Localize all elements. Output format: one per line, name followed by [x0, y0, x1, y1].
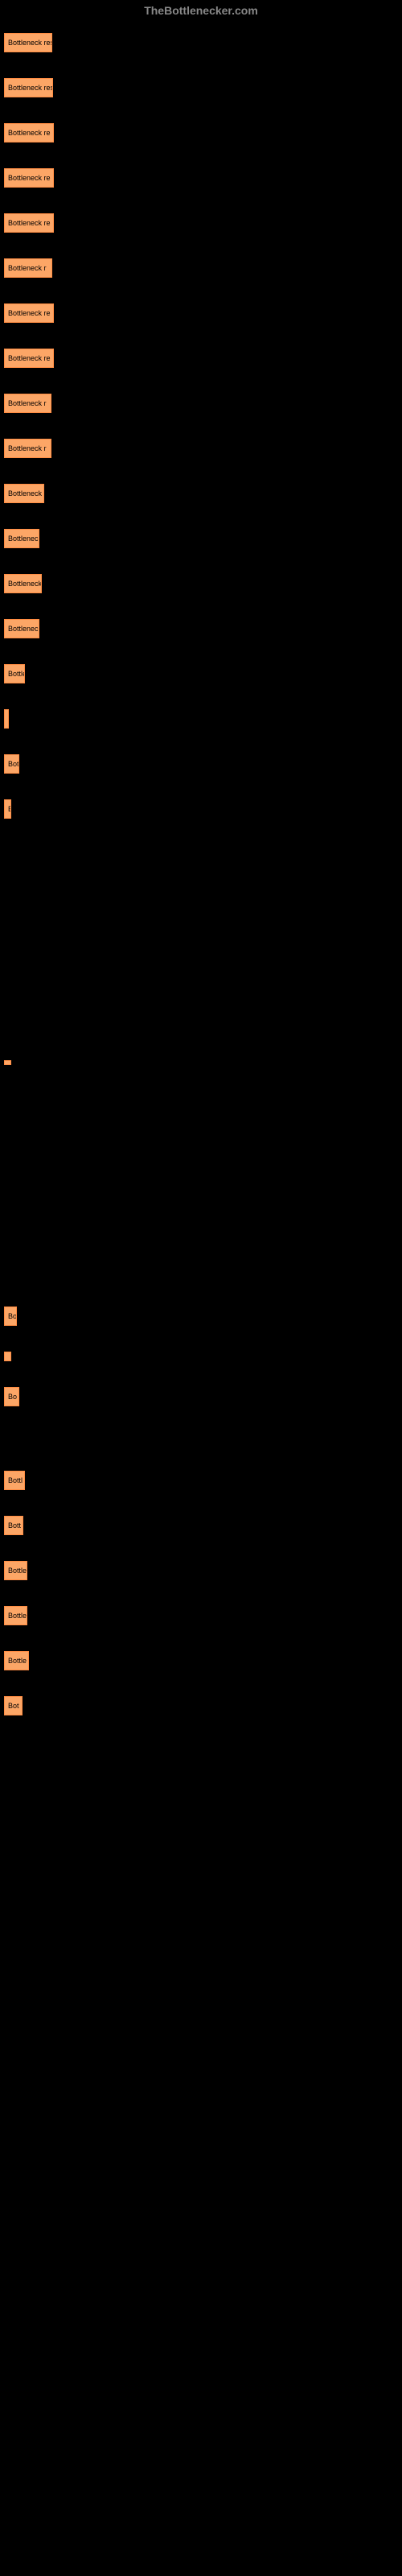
bar-row: Bottle [4, 1561, 398, 1580]
bar-label: Bot [8, 1702, 19, 1710]
chart-bar: Bottleneck re [4, 213, 54, 233]
bar-row: Bot [4, 754, 398, 774]
chart-bar: Bottle [4, 664, 25, 683]
bar-label: B [8, 805, 11, 813]
chart-bar: Bottl [4, 1471, 25, 1490]
bar-label: Bot [8, 760, 19, 768]
bar-row: Bot [4, 1696, 398, 1715]
chart-bar: Bot [4, 1696, 23, 1715]
bar-label: Bottleneck [8, 580, 42, 588]
bar-row: Bottle [4, 1606, 398, 1625]
chart-bar: Bottleneck res [4, 33, 52, 52]
bar-row: Bottleneck re [4, 123, 398, 142]
bar-row: Bottleneck [4, 574, 398, 593]
bar-label: Bottle [8, 1657, 27, 1665]
bar-row: Bottleneck re [4, 168, 398, 188]
chart-bar [4, 709, 9, 729]
chart-bar: Bottlenec [4, 529, 39, 548]
bar-label: Bo [8, 1393, 17, 1401]
bar-label: Bottleneck re [8, 174, 51, 182]
bar-row: Bottlenec [4, 529, 398, 548]
chart-bar: Bottleneck r [4, 394, 51, 413]
bar-label: Bottleneck re [8, 219, 51, 227]
chart-bar: Bottleneck [4, 484, 44, 503]
bar-row: Bott [4, 1516, 398, 1535]
bar-label: Bottlenec [8, 535, 39, 543]
chart-container: Bottleneck res Bottleneck res Bottleneck r… [0, 17, 402, 1757]
bar-row: Bo [4, 1307, 398, 1326]
bar-row: Bottl [4, 1471, 398, 1490]
bar-row: Bottleneck re [4, 213, 398, 233]
chart-bar: Bottleneck re [4, 303, 54, 323]
bar-row: Bottleneck re [4, 349, 398, 368]
chart-bar: Bottleneck res [4, 78, 53, 97]
chart-bar: Bottleneck r [4, 258, 52, 278]
bar-label: Bottleneck r [8, 264, 47, 272]
chart-bar: Bott [4, 1516, 23, 1535]
bar-row [4, 709, 398, 729]
bar-label: Bott [8, 1521, 21, 1530]
bar-row [4, 1060, 398, 1065]
chart-bar: Bo [4, 1387, 19, 1406]
header-text: TheBottlenecker.com [0, 0, 402, 17]
chart-bar: Bottle [4, 1606, 27, 1625]
bar-row: Bottle [4, 1651, 398, 1670]
bar-label: Bo [8, 1312, 17, 1320]
chart-bar [4, 1060, 11, 1065]
bar-row: Bottle [4, 664, 398, 683]
bar-row: B [4, 799, 398, 819]
chart-bar: Bottle [4, 1651, 29, 1670]
chart-bar: Bo [4, 1307, 17, 1326]
bar-row: Bottleneck res [4, 78, 398, 97]
bar-label: Bottle [8, 670, 25, 678]
chart-bar [4, 1352, 11, 1361]
chart-bar: Bottleneck re [4, 168, 54, 188]
bar-row: Bottleneck r [4, 258, 398, 278]
bar-label: Bottleneck re [8, 309, 51, 317]
bar-row: Bottleneck [4, 484, 398, 503]
bar-label: Bottleneck res [8, 39, 52, 47]
bar-label: Bottleneck [8, 489, 42, 497]
bar-row [4, 1352, 398, 1361]
bar-row: Bo [4, 1387, 398, 1406]
chart-bar: B [4, 799, 11, 819]
bar-row: Bottleneck re [4, 303, 398, 323]
chart-bar: Bottleneck re [4, 349, 54, 368]
chart-bar: Bottleneck r [4, 439, 51, 458]
bar-row: Bottleneck r [4, 439, 398, 458]
bar-label: Bottle [8, 1567, 27, 1575]
bar-row: Bottleneck res [4, 33, 398, 52]
bar-label: Bottleneck re [8, 354, 51, 362]
bar-label: Bottlenec [8, 625, 39, 633]
bar-label: Bottleneck r [8, 399, 47, 407]
chart-bar: Bottlenec [4, 619, 39, 638]
bar-label: Bottleneck re [8, 129, 51, 137]
bar-row: Bottleneck r [4, 394, 398, 413]
bar-row: Bottlenec [4, 619, 398, 638]
chart-bar: Bottle [4, 1561, 27, 1580]
bar-label: Bottle [8, 1612, 27, 1620]
chart-bar: Bot [4, 754, 19, 774]
chart-bar: Bottleneck re [4, 123, 54, 142]
bar-label: Bottleneck r [8, 444, 47, 452]
bar-label: Bottleneck res [8, 84, 53, 92]
bar-label: Bottl [8, 1476, 23, 1484]
chart-bar: Bottleneck [4, 574, 42, 593]
